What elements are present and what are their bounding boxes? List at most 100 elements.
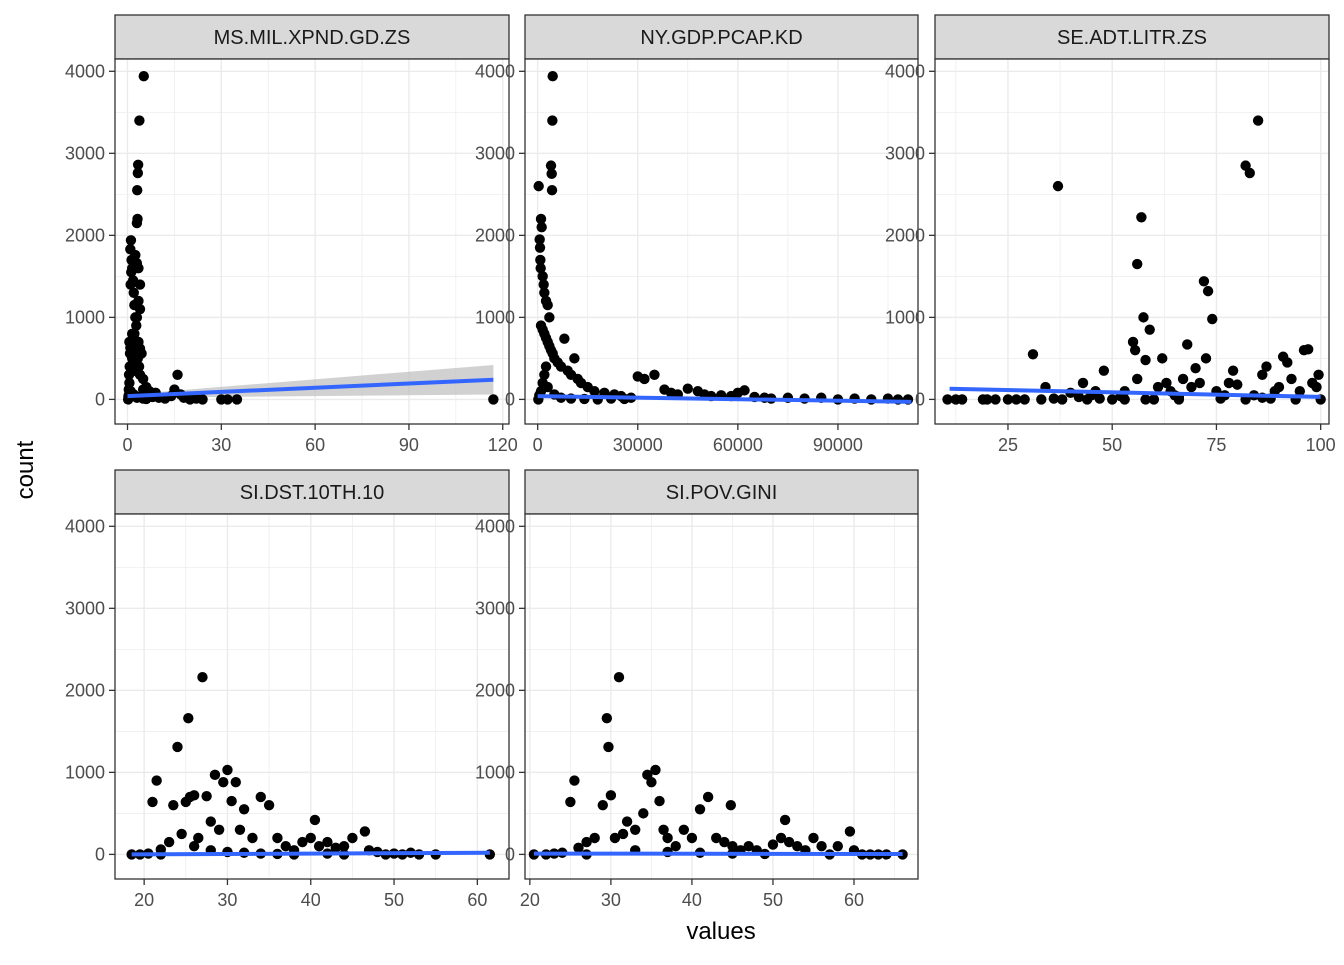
y-tick-label: 2000 <box>65 225 105 245</box>
data-point <box>703 792 713 802</box>
data-point <box>197 672 207 682</box>
x-tick-label: 30 <box>601 890 621 910</box>
data-point <box>544 312 554 322</box>
data-point <box>1099 365 1109 375</box>
y-tick-label: 1000 <box>475 307 515 327</box>
data-point <box>126 235 136 245</box>
data-point <box>306 833 316 843</box>
data-point <box>1190 363 1200 373</box>
data-point <box>990 394 1000 404</box>
y-tick-label: 4000 <box>475 516 515 536</box>
data-point <box>547 185 557 195</box>
data-point <box>1245 168 1255 178</box>
data-point <box>533 181 543 191</box>
y-tick-label: 4000 <box>65 61 105 81</box>
data-point <box>683 384 693 394</box>
data-point <box>134 361 144 371</box>
data-point <box>1120 394 1130 404</box>
data-point <box>845 826 855 836</box>
x-tick-label: 60 <box>467 890 487 910</box>
facet-strip-label: MS.MIL.XPND.GD.ZS <box>214 27 411 49</box>
data-point <box>547 71 557 81</box>
data-point <box>535 242 545 252</box>
y-tick-label: 4000 <box>65 516 105 536</box>
data-point <box>614 672 624 682</box>
data-point <box>226 796 236 806</box>
data-point <box>197 394 207 404</box>
data-point <box>1078 378 1088 388</box>
y-tick-label: 4000 <box>885 61 925 81</box>
data-point <box>222 394 232 404</box>
x-tick-label: 50 <box>1102 435 1122 455</box>
data-point <box>1207 314 1217 324</box>
data-point <box>1203 286 1213 296</box>
y-tick-label: 1000 <box>475 762 515 782</box>
data-point <box>1282 357 1292 367</box>
data-point <box>536 222 546 232</box>
data-point <box>559 333 569 343</box>
data-point <box>1199 276 1209 286</box>
data-point <box>589 833 599 843</box>
y-tick-label: 3000 <box>475 143 515 163</box>
x-tick-label: 60000 <box>713 435 763 455</box>
data-point <box>639 374 649 384</box>
y-tick-label: 3000 <box>475 598 515 618</box>
data-point <box>1195 378 1205 388</box>
data-point <box>1019 394 1029 404</box>
data-point <box>129 329 139 339</box>
data-point <box>957 394 967 404</box>
data-point <box>132 214 142 224</box>
data-point <box>183 713 193 723</box>
data-point <box>247 833 257 843</box>
y-tick-label: 0 <box>505 389 515 409</box>
y-tick-label: 3000 <box>65 598 105 618</box>
data-point <box>650 765 660 775</box>
x-tick-label: 100 <box>1306 435 1336 455</box>
data-point <box>210 770 220 780</box>
data-point <box>1253 115 1263 125</box>
data-point <box>687 833 697 843</box>
x-tick-label: 30 <box>217 890 237 910</box>
y-tick-label: 1000 <box>65 762 105 782</box>
x-tick-label: 60 <box>844 890 864 910</box>
data-point <box>1232 379 1242 389</box>
data-point <box>638 808 648 818</box>
y-tick-label: 3000 <box>885 143 925 163</box>
data-point <box>646 777 656 787</box>
data-point <box>1138 312 1148 322</box>
data-point <box>1313 370 1323 380</box>
data-point <box>232 394 242 404</box>
data-point <box>1201 353 1211 363</box>
data-point <box>816 841 826 851</box>
panel-background <box>525 59 918 424</box>
data-point <box>256 792 266 802</box>
data-point <box>1274 382 1284 392</box>
data-point <box>808 833 818 843</box>
y-tick-label: 1000 <box>65 307 105 327</box>
data-point <box>546 169 556 179</box>
data-point <box>833 841 843 851</box>
data-point <box>780 815 790 825</box>
y-axis-title: count <box>12 440 39 499</box>
x-axis-title: values <box>686 918 755 945</box>
x-tick-label: 20 <box>520 890 540 910</box>
x-tick-label: 0 <box>123 435 133 455</box>
data-point <box>168 800 178 810</box>
y-tick-label: 2000 <box>65 680 105 700</box>
x-tick-label: 30 <box>211 435 231 455</box>
data-point <box>134 115 144 125</box>
data-point <box>132 185 142 195</box>
y-tick-label: 3000 <box>65 143 105 163</box>
x-tick-label: 90000 <box>813 435 863 455</box>
data-point <box>598 800 608 810</box>
data-point <box>1178 374 1188 384</box>
data-point <box>1261 361 1271 371</box>
data-point <box>569 353 579 363</box>
data-point <box>176 829 186 839</box>
data-point <box>272 833 282 843</box>
data-point <box>172 370 182 380</box>
data-point <box>214 825 224 835</box>
data-point <box>1140 394 1150 404</box>
